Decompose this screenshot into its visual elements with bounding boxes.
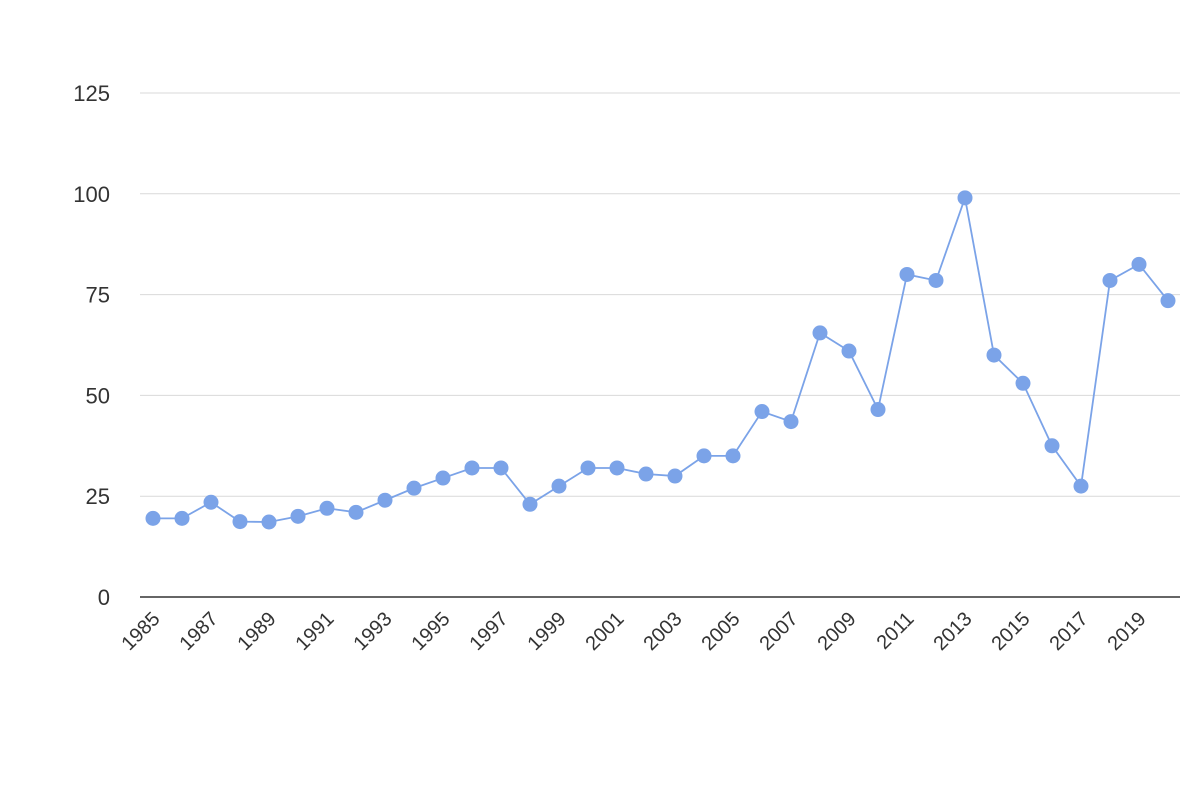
data-point[interactable]	[957, 190, 973, 206]
data-point[interactable]	[899, 266, 915, 282]
data-point[interactable]	[1102, 272, 1118, 288]
y-axis-ticks: 0 25 50 75 100 125	[73, 81, 110, 610]
data-point[interactable]	[725, 448, 741, 464]
data-point[interactable]	[1015, 375, 1031, 391]
x-tick-label: 1999	[524, 608, 571, 655]
y-tick-label: 0	[98, 585, 110, 610]
data-point[interactable]	[841, 343, 857, 359]
data-point[interactable]	[290, 508, 306, 524]
data-point[interactable]	[609, 460, 625, 476]
data-point[interactable]	[232, 514, 248, 530]
y-tick-label: 25	[86, 484, 110, 509]
data-point[interactable]	[435, 470, 451, 486]
x-tick-label: 1995	[408, 608, 455, 655]
y-tick-label: 125	[73, 81, 110, 106]
x-tick-label: 2019	[1104, 608, 1151, 655]
y-tick-label: 100	[73, 182, 110, 207]
x-axis-ticks: 1985 1987 1989 1991 1993 1995 1997 1999 2001 2003…	[118, 608, 1151, 655]
data-point[interactable]	[783, 414, 799, 430]
data-point[interactable]	[261, 514, 277, 530]
data-point[interactable]	[348, 504, 364, 520]
data-point[interactable]	[551, 478, 567, 494]
x-tick-label: 2013	[930, 608, 977, 655]
x-tick-label: 2015	[988, 608, 1035, 655]
x-tick-label: 1985	[118, 608, 165, 655]
data-point[interactable]	[638, 466, 654, 482]
x-tick-label: 2017	[1046, 608, 1093, 655]
data-point[interactable]	[377, 492, 393, 508]
data-point[interactable]	[580, 460, 596, 476]
y-tick-label: 50	[86, 383, 110, 408]
data-point[interactable]	[174, 510, 190, 526]
data-point[interactable]	[493, 460, 509, 476]
x-tick-label: 1997	[466, 608, 513, 655]
x-tick-label: 2011	[873, 608, 919, 654]
x-tick-label: 1991	[292, 608, 339, 655]
data-point[interactable]	[464, 460, 480, 476]
y-tick-label: 75	[86, 283, 110, 308]
data-point[interactable]	[522, 496, 538, 512]
data-point[interactable]	[1131, 256, 1147, 272]
x-tick-label: 2001	[582, 608, 629, 655]
x-tick-label: 2003	[640, 608, 687, 655]
data-point[interactable]	[203, 494, 219, 510]
data-point[interactable]	[145, 510, 161, 526]
x-tick-label: 1987	[176, 608, 223, 655]
data-point[interactable]	[870, 402, 886, 418]
data-point[interactable]	[986, 347, 1002, 363]
data-point[interactable]	[406, 480, 422, 496]
series-line-group	[145, 190, 1176, 530]
x-tick-label: 1989	[234, 608, 281, 655]
series-line	[153, 194, 1169, 523]
x-tick-label: 2005	[698, 608, 745, 655]
data-point[interactable]	[696, 448, 712, 464]
data-point[interactable]	[1073, 478, 1089, 494]
data-point[interactable]	[812, 325, 828, 341]
data-point[interactable]	[754, 404, 770, 420]
x-tick-label: 1993	[350, 608, 397, 655]
data-point[interactable]	[928, 272, 944, 288]
x-tick-label: 2007	[756, 608, 803, 655]
data-point[interactable]	[1160, 293, 1176, 309]
data-point[interactable]	[1044, 438, 1060, 454]
gridlines	[140, 92, 1180, 497]
data-point[interactable]	[319, 500, 335, 516]
x-tick-label: 2009	[814, 608, 861, 655]
data-point[interactable]	[667, 468, 683, 484]
